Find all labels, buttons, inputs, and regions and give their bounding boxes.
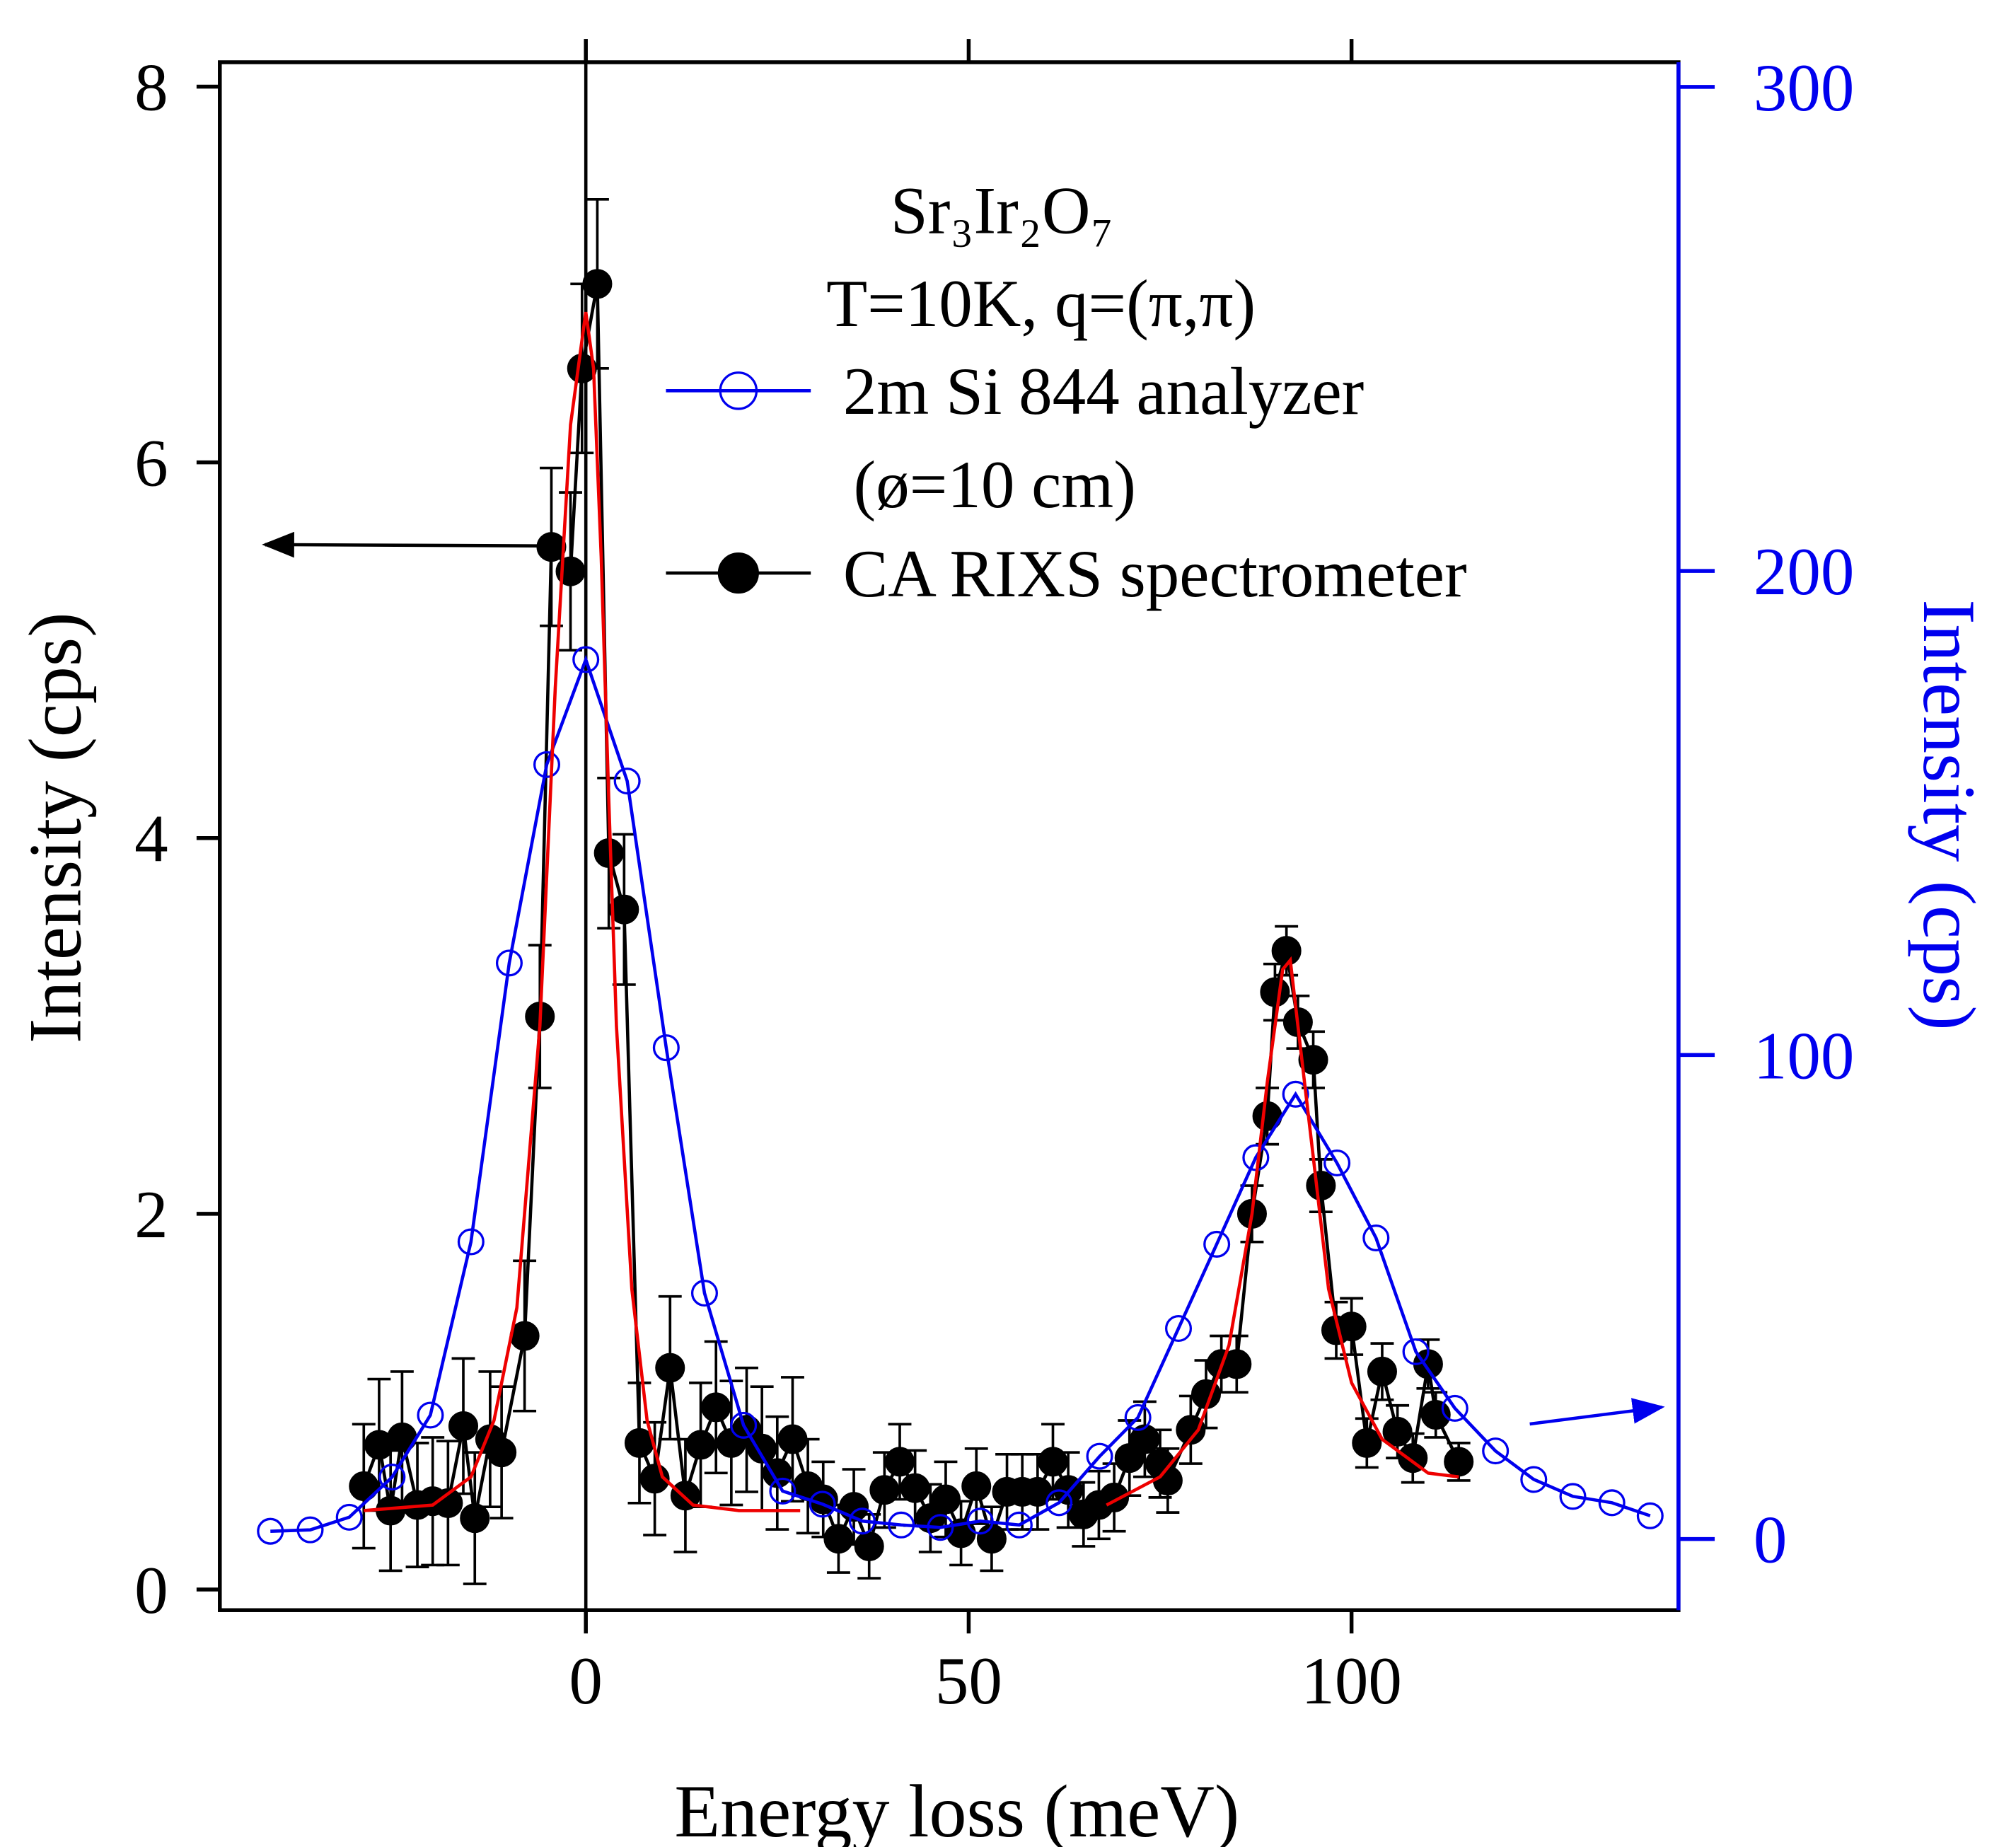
data-point [572,646,600,673]
arrow-right-axis [1529,1398,1665,1426]
data-point [1130,1424,1160,1454]
series [349,198,1474,1585]
data-point [1152,1465,1183,1496]
data-point [257,1517,284,1545]
data-point [613,768,641,795]
data-point [927,1514,954,1541]
data-point [777,1424,808,1454]
data-point [884,1447,915,1477]
x-axis-label: Energy loss (meV) [674,1770,1239,1847]
data-point [448,1411,479,1441]
y-tick-label: 8 [134,50,168,125]
data-point [582,269,613,299]
data-point [900,1473,930,1503]
series [364,311,1459,1512]
data-point [1362,1224,1390,1252]
x-tick-label: 0 [569,1643,603,1718]
legend-label: 2m Si 844 analyzer [843,354,1364,429]
data-point [769,1477,796,1505]
data-point [961,1471,992,1501]
data-point [1598,1489,1626,1517]
data-point [609,894,639,925]
y2-tick-label: 100 [1754,1018,1855,1093]
data-point [417,1401,444,1429]
y-tick-label: 6 [134,426,168,501]
data-point [1444,1447,1474,1477]
y2-tick-label: 200 [1754,534,1855,609]
y2-tick-label: 0 [1754,1503,1788,1577]
data-point [457,1228,485,1256]
chart-title: Sr₃Ir₂O₇ [891,173,1114,248]
data-point [655,1353,685,1383]
data-point [1482,1437,1510,1465]
data-point [1086,1442,1113,1470]
data-point [848,1507,876,1535]
data-point [460,1503,490,1534]
data-point [487,1437,517,1468]
data-point [762,1458,792,1488]
data-point [690,1280,718,1307]
data-point [335,1503,363,1531]
y2-tick-label: 300 [1754,50,1855,125]
data-point [730,1411,758,1439]
data-point [1176,1415,1206,1445]
data-point [1636,1502,1664,1529]
data-point [1306,1171,1336,1201]
chart-subtitle: T=10K, q=(π,π) [826,266,1256,341]
data-point [533,751,560,778]
data-point [378,1464,406,1491]
data-line [364,311,1459,1512]
data-point [823,1524,854,1554]
data-point [1165,1314,1193,1342]
arrow-left-axis [262,531,543,558]
data-point [869,1475,900,1505]
data-point [1260,977,1290,1007]
data-point [1559,1483,1587,1510]
data-point [296,1516,324,1544]
data-point [701,1392,731,1423]
y-tick-label: 4 [134,801,168,876]
data-point [349,1471,379,1501]
y-tick-label: 2 [134,1177,168,1252]
legend-swatch-marker [719,371,758,410]
data-point [966,1507,994,1535]
data-point [1124,1403,1152,1431]
data-point [1203,1230,1231,1258]
legend-swatch-marker [717,552,759,594]
data-point [854,1531,884,1561]
legend-note: (ø=10 cm) [854,447,1136,522]
data-point [685,1430,716,1460]
data-point [1520,1466,1548,1493]
data-point [1352,1428,1382,1458]
data-point [1298,1045,1328,1075]
y-tick-label: 0 [134,1553,168,1628]
data-point [1038,1447,1068,1477]
data-point [1367,1356,1397,1386]
data-point [1323,1149,1351,1176]
x-tick-label: 100 [1301,1643,1402,1718]
series [257,646,1664,1545]
data-point [1382,1416,1413,1447]
data-point [1271,936,1302,966]
data-point [652,1034,680,1062]
data-point [888,1511,915,1539]
data-point [495,949,523,977]
data-point [809,1490,836,1518]
data-point [1441,1394,1468,1422]
data-point [1242,1144,1270,1171]
data-point [1045,1489,1073,1517]
data-point [1282,1080,1309,1108]
data-point [1402,1338,1430,1365]
data-line [270,654,1651,1533]
data-point [1005,1511,1033,1539]
data-point [930,1484,961,1515]
legend-label: CA RIXS spectrometer [843,536,1467,611]
data-point [536,532,567,562]
y-axis-label: Intensity (cps) [13,613,96,1043]
y2-axis-label: Intensity (cps) [1908,599,1991,1030]
data-point [567,353,597,383]
x-tick-label: 50 [935,1643,1002,1718]
